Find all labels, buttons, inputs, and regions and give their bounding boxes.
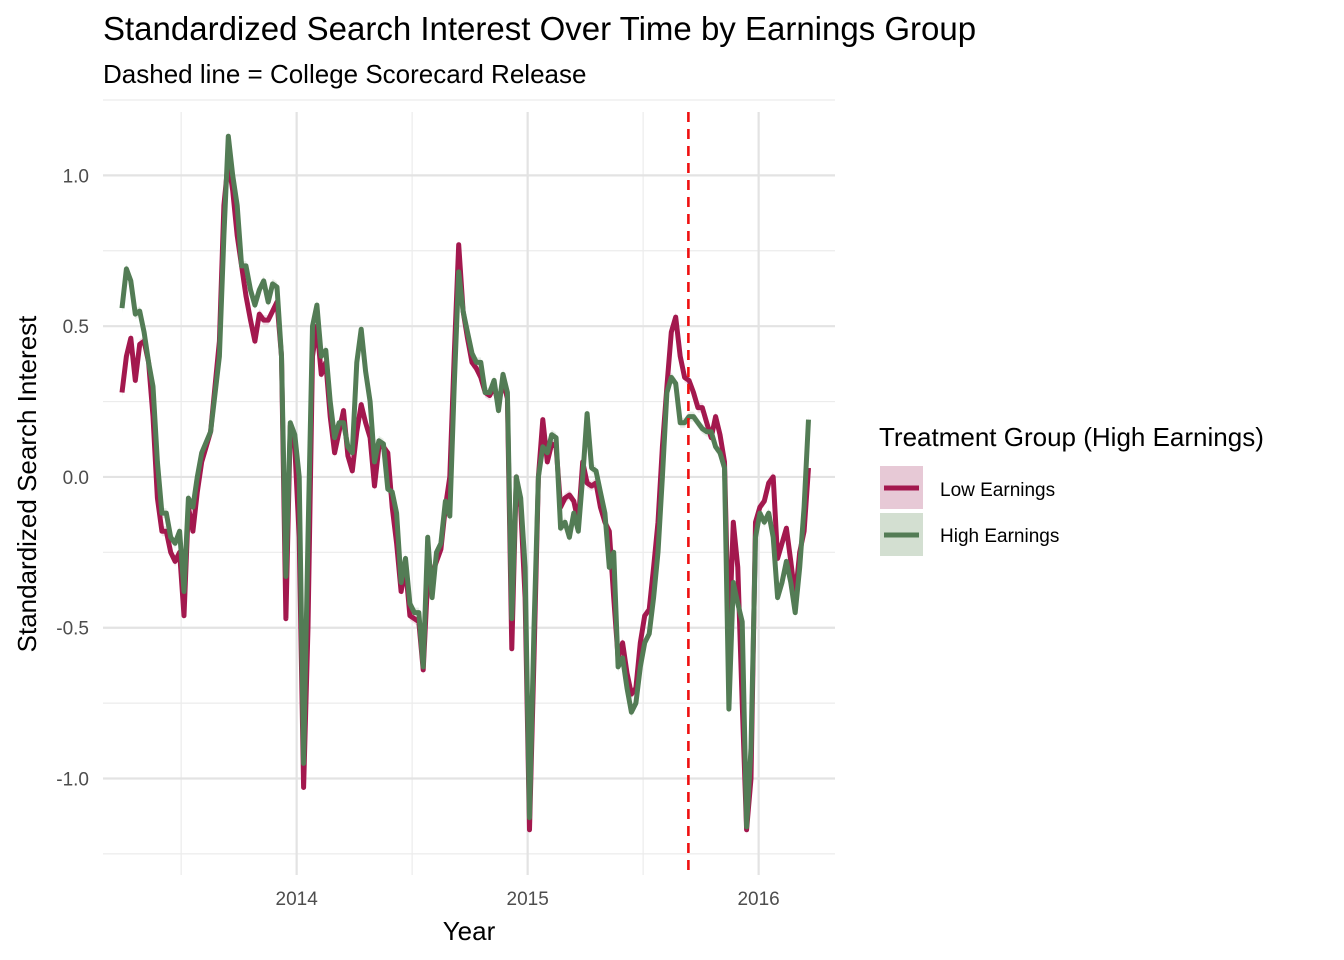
- legend-item-low-earnings: Low Earnings: [880, 466, 1055, 509]
- y-tick-label: -0.5: [56, 619, 89, 640]
- plot-panel: [103, 99, 835, 875]
- legend-label: Low Earnings: [940, 480, 1055, 501]
- legend-title: Treatment Group (High Earnings): [879, 422, 1264, 452]
- x-axis-title: Year: [443, 916, 496, 946]
- legend: Treatment Group (High Earnings) Low Earn…: [879, 422, 1264, 556]
- chart-subtitle: Dashed line = College Scorecard Release: [103, 59, 586, 89]
- y-tick-label: 0.5: [63, 317, 89, 338]
- y-tick-label: -1.0: [56, 770, 89, 791]
- series-lines: [119, 133, 811, 833]
- y-tick-label: 0.0: [63, 468, 89, 489]
- y-tick-label: 1.0: [63, 166, 89, 187]
- y-axis-ticks: -1.0 -0.5 0.0 0.5 1.0: [56, 166, 89, 790]
- legend-item-high-earnings: High Earnings: [880, 513, 1059, 556]
- x-axis-ticks: 2014 2015 2016: [276, 889, 780, 910]
- series-line-high-earnings: [119, 133, 811, 830]
- y-axis-title: Standardized Search Interest: [12, 315, 42, 653]
- x-tick-label: 2016: [737, 889, 779, 910]
- x-tick-label: 2014: [276, 889, 319, 910]
- x-tick-label: 2015: [507, 889, 549, 910]
- legend-label: High Earnings: [940, 526, 1059, 547]
- chart-title: Standardized Search Interest Over Time b…: [103, 10, 976, 47]
